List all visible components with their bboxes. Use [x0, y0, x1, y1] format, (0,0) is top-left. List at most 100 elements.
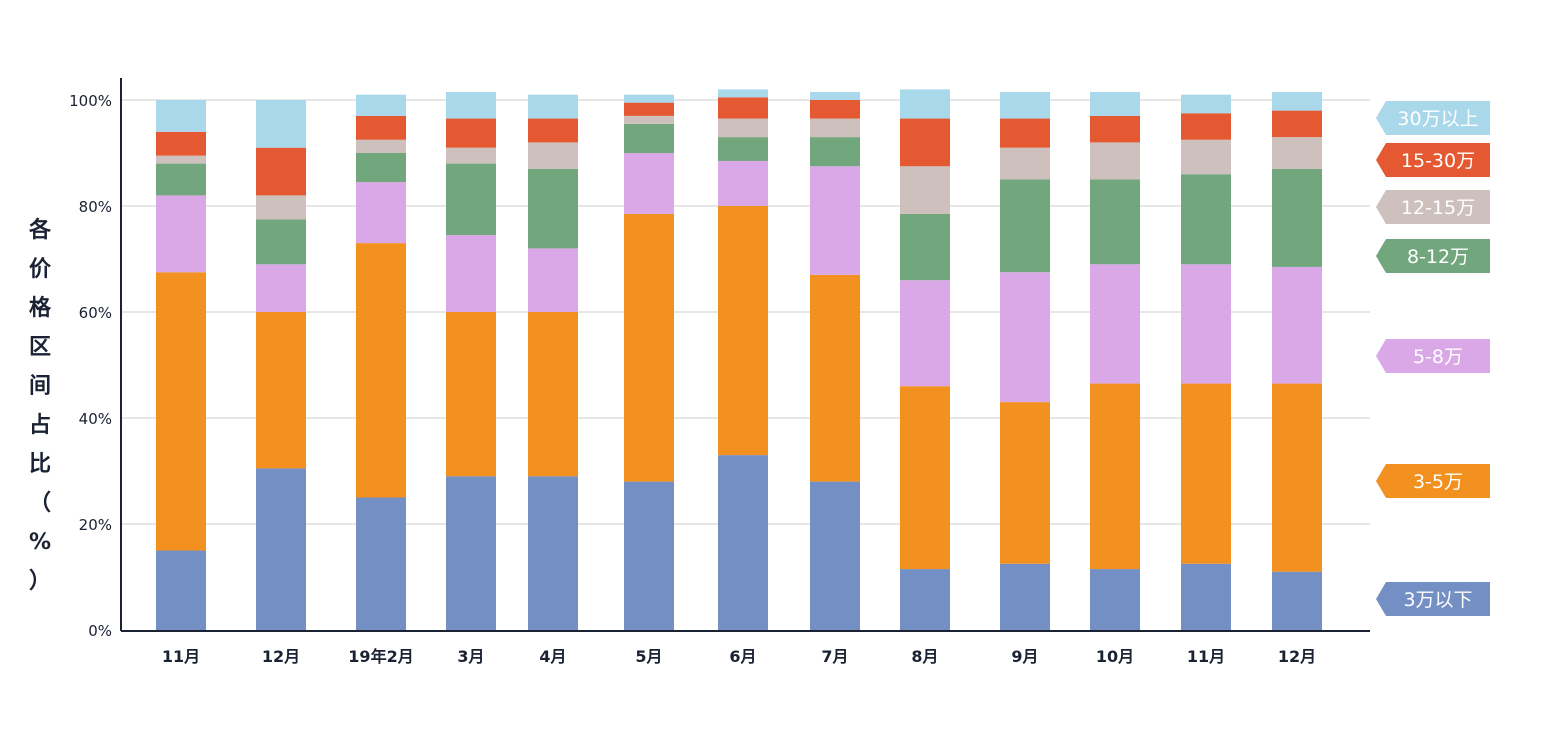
- bar-segment: [900, 89, 950, 119]
- bar-segment: [528, 94, 578, 119]
- bar-segment: [1090, 569, 1140, 630]
- legend-item: 3万以下: [1376, 582, 1490, 616]
- legend-label: 5-8万: [1413, 346, 1463, 368]
- bar-segment: [256, 219, 306, 265]
- bar-segment: [624, 123, 674, 153]
- bar-segment: [1272, 383, 1322, 572]
- bar-segment: [446, 163, 496, 236]
- bar-segment: [446, 476, 496, 630]
- bars: [156, 89, 1322, 630]
- bar-segment: [1000, 402, 1050, 564]
- x-tick-label: 6月: [729, 647, 756, 666]
- bar-segment: [1181, 563, 1231, 630]
- bar-segment: [446, 92, 496, 119]
- bar-segment: [810, 481, 860, 630]
- x-tick-label: 12月: [1278, 647, 1316, 666]
- bar-segment: [528, 168, 578, 249]
- bar-segment: [718, 118, 768, 138]
- bar-segment: [900, 166, 950, 214]
- bar-segment: [1000, 179, 1050, 273]
- bar-segment: [256, 195, 306, 220]
- x-tick-label: 11月: [1187, 647, 1225, 666]
- bar-segment: [156, 155, 206, 164]
- bar-segment: [256, 147, 306, 196]
- legend-item: 3-5万: [1376, 464, 1490, 498]
- bar-segment: [624, 213, 674, 482]
- bar-segment: [624, 481, 674, 630]
- y-tick-label: 80%: [79, 198, 112, 216]
- bar-segment: [528, 118, 578, 143]
- bar-segment: [256, 264, 306, 312]
- bar-segment: [156, 195, 206, 273]
- x-tick-label: 8月: [911, 647, 938, 666]
- x-tick-label: 10月: [1096, 647, 1134, 666]
- bar-segment: [356, 497, 406, 630]
- x-tick-label: 12月: [262, 647, 300, 666]
- legend-swatch: [1376, 143, 1490, 177]
- bar-segment: [900, 213, 950, 281]
- legend-item: 12-15万: [1376, 190, 1490, 224]
- legend-label: 8-12万: [1407, 246, 1469, 268]
- axes: [120, 78, 1370, 632]
- bar-segment: [1272, 92, 1322, 111]
- bar-segment: [446, 147, 496, 164]
- bar-segment: [1181, 113, 1231, 140]
- x-tick-label: 7月: [821, 647, 848, 666]
- x-tick-label: 3月: [457, 647, 484, 666]
- bar-segment: [810, 137, 860, 167]
- bar-segment: [1181, 139, 1231, 175]
- legend-swatch: [1376, 190, 1490, 224]
- legend-item: 8-12万: [1376, 239, 1490, 273]
- bar-segment: [528, 248, 578, 312]
- y-tick-label: 40%: [79, 410, 112, 428]
- bar-segment: [528, 142, 578, 169]
- bar-segment: [1181, 264, 1231, 384]
- legend-swatch: [1376, 101, 1490, 135]
- bar-segment: [810, 100, 860, 119]
- bar-segment: [256, 312, 306, 469]
- bar-segment: [718, 89, 768, 98]
- x-tick-label: 9月: [1011, 647, 1038, 666]
- x-tick-label: 5月: [635, 647, 662, 666]
- legend-swatch: [1376, 339, 1490, 373]
- bar-segment: [718, 137, 768, 161]
- bar-segment: [900, 569, 950, 630]
- bar-segment: [356, 243, 406, 498]
- bar-segment: [446, 312, 496, 477]
- bar-segment: [1181, 383, 1231, 564]
- bar-segment: [1000, 563, 1050, 630]
- bar-segment: [156, 100, 206, 132]
- bar-segment: [900, 118, 950, 167]
- y-tick-label: 0%: [88, 622, 112, 640]
- bar-segment: [1272, 571, 1322, 630]
- bar-segment: [1000, 92, 1050, 119]
- legend-label: 3-5万: [1413, 471, 1463, 493]
- legend-item: 15-30万: [1376, 143, 1490, 177]
- bar-segment: [1272, 110, 1322, 138]
- bar-segment: [1000, 147, 1050, 180]
- bar-segment: [356, 94, 406, 116]
- bar-segment: [356, 139, 406, 153]
- bar-segment: [1272, 266, 1322, 384]
- bar-segment: [718, 206, 768, 456]
- y-tick-label: 60%: [79, 304, 112, 322]
- legend-swatch: [1376, 239, 1490, 273]
- bar-segment: [900, 386, 950, 570]
- bar-segment: [528, 312, 578, 477]
- bar-segment: [156, 272, 206, 551]
- y-axis-title: 各价格区间占比（%）: [28, 217, 52, 594]
- bar-segment: [156, 550, 206, 630]
- bar-segment: [156, 163, 206, 196]
- bar-segment: [1090, 142, 1140, 180]
- bar-segment: [256, 100, 306, 148]
- x-tick-label: 19年2月: [348, 647, 413, 666]
- legend: 3万以下 3-5万 5-8万 8-12万 12-15万 15-30万 30万以上: [1376, 101, 1490, 616]
- bar-segment: [1181, 174, 1231, 265]
- bar-segment: [356, 182, 406, 244]
- bar-segment: [1181, 94, 1231, 114]
- bar-segment: [718, 455, 768, 630]
- bar-segment: [1090, 92, 1140, 116]
- y-tick-label: 20%: [79, 516, 112, 534]
- legend-label: 12-15万: [1401, 197, 1475, 219]
